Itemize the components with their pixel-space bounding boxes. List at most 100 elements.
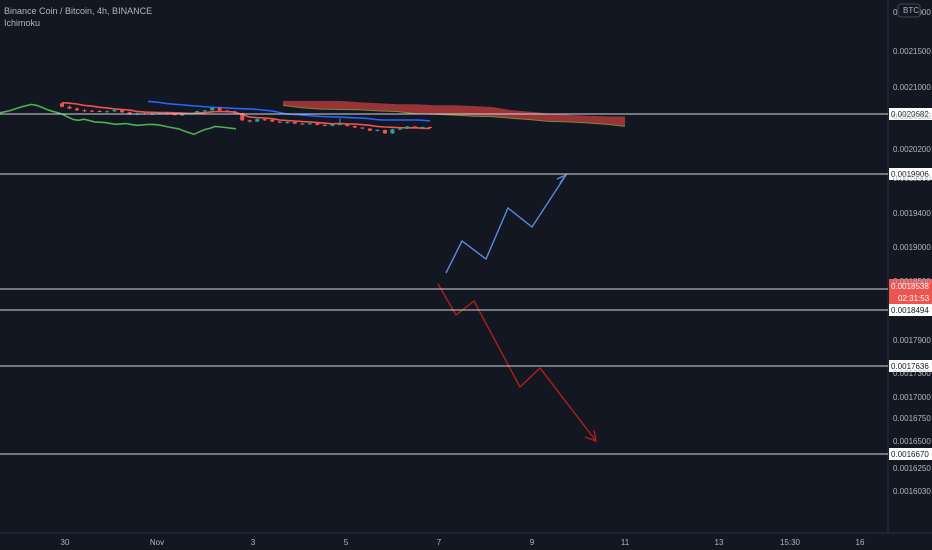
price-tick-label: 0.0017000	[893, 393, 931, 402]
time-tick-label: 7	[437, 538, 442, 547]
bullish-forecast-path	[445, 174, 567, 274]
candle-body	[367, 128, 372, 131]
candle-body	[127, 112, 132, 115]
time-tick-label: 15:30	[780, 538, 801, 547]
candle-body	[60, 103, 64, 107]
candle-body	[247, 120, 252, 122]
price-tick-label: 0.0016500	[893, 437, 931, 446]
senkou-span-a-line	[282, 104, 626, 127]
arrow-down-icon	[584, 429, 597, 443]
level-price-label: 0.0019906	[891, 170, 929, 179]
level-price-label: 0.0017636	[891, 362, 929, 371]
bar-countdown-label: 02:31:53	[898, 294, 930, 303]
time-tick-label: 30	[61, 538, 70, 547]
time-tick-label: 5	[344, 538, 349, 547]
candle-body	[397, 128, 402, 130]
candle-body	[202, 110, 207, 112]
indicator-label[interactable]: Ichimoku	[4, 18, 41, 28]
candle-body	[67, 106, 72, 109]
price-tick-label: 0.0017300	[893, 369, 931, 378]
candle-body	[337, 124, 342, 126]
candle-body	[375, 130, 380, 132]
candle-body	[277, 121, 282, 123]
candlestick-series	[60, 102, 432, 134]
price-tick-label: 0.0016250	[893, 464, 931, 473]
chikou-span-line	[0, 103, 237, 136]
candle-body	[352, 126, 357, 128]
candle-body	[330, 124, 335, 126]
level-price-tag[interactable]	[889, 448, 932, 460]
candle-body	[105, 111, 110, 113]
candle-body	[180, 114, 185, 116]
level-price-tag[interactable]	[889, 108, 932, 120]
time-tick-label: Nov	[150, 538, 164, 547]
candle-body	[255, 119, 260, 122]
price-tick-label: 0.0021000	[893, 83, 931, 92]
price-tick-label: 0.0021500	[893, 47, 931, 56]
price-tick-label: 0.0016030	[893, 487, 931, 496]
tenkan-sen-line	[61, 101, 431, 130]
price-tick-label: 0.0017900	[893, 336, 931, 345]
current-price-tag[interactable]	[889, 279, 932, 304]
candle-body	[262, 119, 267, 121]
horizontal-levels[interactable]: 0.00206820.00199060.00184940.00176360.00…	[0, 108, 932, 460]
candle-body	[240, 113, 245, 121]
price-tick-label: 0.0019000	[893, 243, 931, 252]
candle-body	[285, 122, 290, 124]
time-tick-label: 3	[251, 538, 256, 547]
candle-body	[270, 119, 275, 122]
candle-body	[360, 127, 365, 129]
candle-body	[300, 123, 305, 125]
candle-body	[97, 111, 102, 113]
candle-body	[232, 111, 237, 114]
candle-body	[307, 123, 312, 125]
symbol-title[interactable]: Binance Coin / Bitcoin, 4h, BINANCE	[4, 6, 153, 16]
price-tick-label: 0.0016750	[893, 414, 931, 423]
candle-body	[90, 110, 95, 112]
level-price-label: 0.0018494	[891, 306, 929, 315]
candle-body	[75, 108, 80, 111]
candle-body	[405, 126, 410, 129]
currency-badge[interactable]	[897, 3, 921, 18]
candle-body	[82, 110, 87, 112]
current-price-label: 0.0018538	[891, 282, 929, 291]
price-tick-label: 0.0019900	[893, 174, 931, 183]
level-price-tag[interactable]	[889, 360, 932, 372]
price-tick-label: 0.0020200	[893, 145, 931, 154]
candle-body	[172, 114, 177, 116]
time-tick-label: 16	[856, 538, 865, 547]
time-tick-label: 9	[530, 538, 535, 547]
price-axis[interactable]: 0.00220000.00215000.00210000.00205000.00…	[893, 3, 931, 496]
candle-body	[292, 122, 297, 124]
time-tick-label: 11	[621, 538, 630, 547]
price-tick-label: 0.0018500	[893, 277, 931, 286]
price-tick-label: 0.0020500	[893, 112, 931, 121]
candle-body	[345, 124, 350, 127]
candle-body	[390, 129, 395, 134]
currency-label: BTC	[903, 6, 919, 15]
time-axis[interactable]: 30 Nov 3 5 7 9 11 13 15:30 16	[61, 538, 865, 547]
candle-body	[120, 110, 125, 113]
candle-body	[428, 127, 432, 129]
candle-body	[210, 107, 215, 111]
candle-body	[420, 127, 425, 129]
candle-body	[412, 126, 417, 129]
chart-legend: Binance Coin / Bitcoin, 4h, BINANCE Ichi…	[4, 5, 152, 29]
level-price-label: 0.0016670	[891, 450, 929, 459]
candle-body	[322, 124, 327, 126]
candle-body	[112, 110, 117, 112]
level-price-tag[interactable]	[889, 168, 932, 180]
senkou-span-b-line	[283, 100, 626, 118]
candle-body	[217, 107, 222, 111]
candle-body	[225, 110, 230, 112]
candle-body	[382, 130, 387, 134]
price-tick-label: 0.0019400	[893, 209, 931, 218]
candle-body	[195, 111, 200, 113]
candle-body	[157, 112, 162, 114]
candle-body	[315, 123, 320, 125]
level-price-label: 0.0020682	[891, 110, 929, 119]
level-price-tag[interactable]	[889, 304, 932, 316]
